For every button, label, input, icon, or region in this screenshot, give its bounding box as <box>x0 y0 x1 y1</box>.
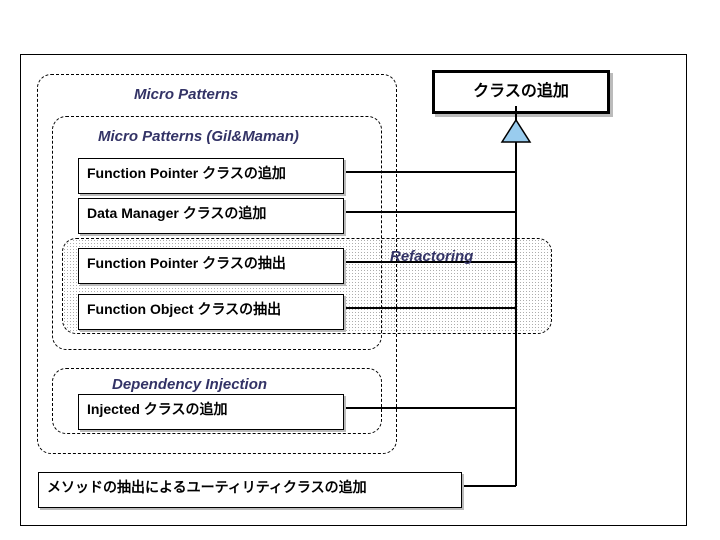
item-dm-add: Data Manager クラスの追加 <box>78 198 344 234</box>
gil-maman-label: Micro Patterns (Gil&Maman) <box>96 128 301 145</box>
item-fo-ext: Function Object クラスの抽出 <box>78 294 344 330</box>
item-inj-add: Injected クラスの追加 <box>78 394 344 430</box>
item-util-add: メソッドの抽出によるユーティリティクラスの追加 <box>38 472 462 508</box>
item-fp-ext: Function Pointer クラスの抽出 <box>78 248 344 284</box>
class-add-node: クラスの追加 <box>432 70 610 114</box>
class-add-label: クラスの追加 <box>473 83 569 100</box>
micro-patterns-label: Micro Patterns <box>132 86 240 103</box>
diagram-canvas: Micro Patterns Micro Patterns (Gil&Maman… <box>0 0 720 540</box>
dep-injection-label: Dependency Injection <box>110 376 269 393</box>
item-fp-add: Function Pointer クラスの追加 <box>78 158 344 194</box>
refactoring-label: Refactoring <box>390 248 473 265</box>
